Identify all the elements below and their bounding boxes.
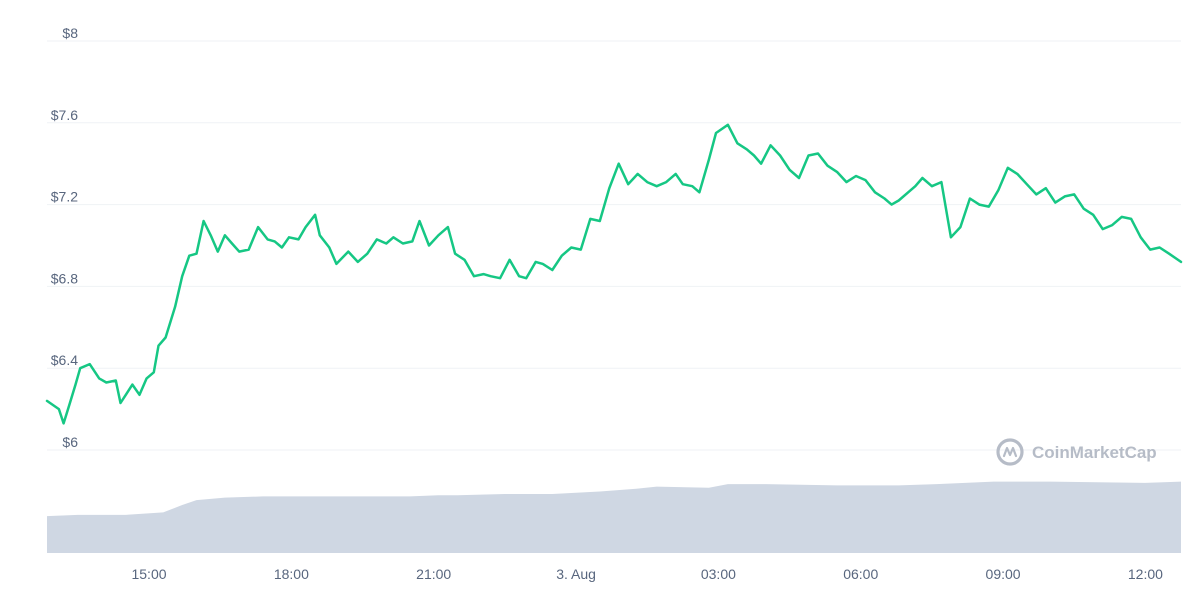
price-line <box>45 123 1183 425</box>
x-tick-label: 3. Aug <box>556 566 596 582</box>
x-axis-ticks: 15:00 18:00 21:00 3. Aug 03:00 06:00 09:00 12:0… <box>131 566 1163 582</box>
x-tick-label: 12:00 <box>1128 566 1163 582</box>
x-tick-label: 09:00 <box>986 566 1021 582</box>
x-tick-label: 03:00 <box>701 566 736 582</box>
x-tick-label: 18:00 <box>274 566 309 582</box>
grid-lines <box>47 40 1181 451</box>
x-tick-label: 15:00 <box>131 566 166 582</box>
x-tick-label: 06:00 <box>843 566 878 582</box>
coinmarketcap-logo-icon <box>996 438 1024 466</box>
y-tick-label: $7.6 <box>51 107 78 123</box>
y-tick-label: $7.2 <box>51 189 78 205</box>
x-tick-label: 21:00 <box>416 566 451 582</box>
y-tick-label: $8 <box>62 25 78 41</box>
y-tick-label: $6.8 <box>51 270 78 286</box>
watermark: CoinMarketCap <box>996 438 1157 466</box>
volume-area <box>47 481 1181 553</box>
y-tick-label: $6.4 <box>51 352 78 368</box>
y-axis-ticks: $6 $6.4 $6.8 $7.2 $7.6 $8 <box>51 25 78 450</box>
watermark-text: CoinMarketCap <box>1032 443 1157 462</box>
y-tick-label: $6 <box>62 434 78 450</box>
